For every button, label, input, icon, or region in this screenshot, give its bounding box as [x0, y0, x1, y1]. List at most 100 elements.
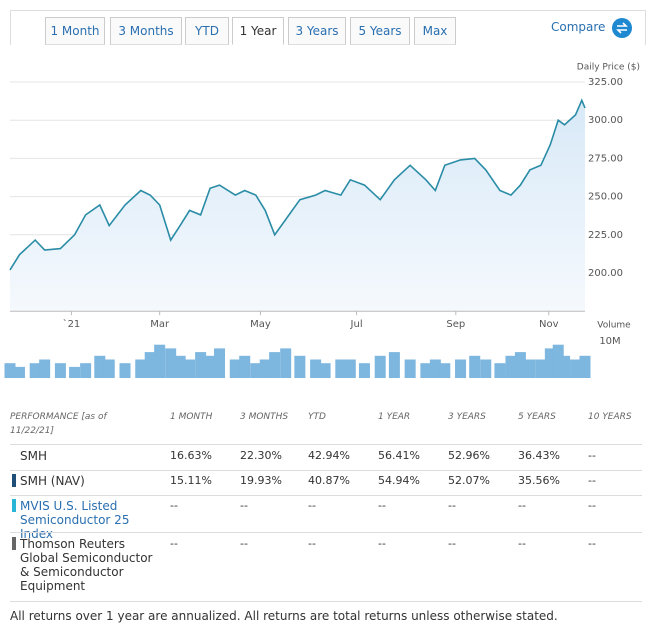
- table-cell: --: [588, 499, 596, 512]
- x-tick-label: Nov: [539, 319, 559, 330]
- series-marker: [12, 537, 16, 550]
- volume-bar: [229, 359, 241, 378]
- row-name[interactable]: MVIS U.S. Listed Semiconductor 25 Index: [20, 499, 130, 541]
- volume-bar: [204, 355, 216, 378]
- compare-icon[interactable]: [612, 18, 632, 38]
- footnote: All returns over 1 year are annualized. …: [10, 609, 558, 623]
- chart: Daily Price ($) Volume 200.00 225.00 250.0…: [4, 63, 640, 378]
- volume-bar: [69, 366, 81, 378]
- x-tick-label: `21: [63, 318, 81, 330]
- tab-bar: [10, 10, 646, 45]
- row-divider: [10, 601, 642, 602]
- volume-bar: [404, 359, 416, 378]
- y-tick-label: 300.00: [588, 115, 623, 126]
- compare-arrows: [616, 22, 628, 34]
- row-divider: [10, 495, 642, 496]
- table-cell: --: [448, 537, 456, 550]
- volume-bar: [239, 355, 251, 378]
- volume-bar: [103, 359, 115, 378]
- table-cell: 35.56%: [518, 474, 560, 487]
- volume-bar: [480, 359, 492, 378]
- row-name: SMH: [20, 449, 47, 463]
- row-name: Thomson Reuters Global Semiconductor & S…: [20, 537, 153, 593]
- volume-bar: [39, 359, 51, 378]
- volume-bar: [344, 359, 356, 378]
- table-cell: 56.41%: [378, 449, 420, 462]
- table-cell: --: [448, 499, 456, 512]
- table-cell: 19.93%: [240, 474, 282, 487]
- volume-bar: [195, 352, 207, 378]
- series-marker: [12, 474, 16, 487]
- table-cell: 15.11%: [170, 474, 212, 487]
- volume-bar: [250, 363, 262, 378]
- column-header: YTD: [308, 412, 326, 422]
- column-header: PERFORMANCE [as of 11/22/21]: [10, 412, 107, 436]
- table-cell: 16.63%: [170, 449, 212, 462]
- y-axis-label: Daily Price ($): [577, 63, 640, 73]
- volume-bar: [559, 355, 571, 378]
- table-cell: --: [308, 499, 316, 512]
- table-cell: --: [518, 537, 526, 550]
- volume-bar: [535, 359, 547, 378]
- volume-bar: [552, 344, 564, 378]
- volume-bar: [374, 355, 386, 378]
- volume-bar: [579, 355, 591, 378]
- volume-bar: [269, 352, 281, 378]
- x-tick-label: Mar: [150, 319, 170, 330]
- volume-bar: [144, 352, 156, 378]
- volume-bar: [429, 359, 441, 378]
- volume-bar: [294, 355, 306, 378]
- table-cell: --: [378, 537, 386, 550]
- column-header: 3 MONTHS: [240, 412, 289, 422]
- x-tick-label: May: [250, 319, 271, 330]
- column-header: 5 YEARS: [518, 412, 556, 422]
- compare-link[interactable]: Compare: [551, 20, 606, 34]
- tab[interactable]: 1 Year: [232, 17, 284, 45]
- table-cell: --: [588, 474, 596, 487]
- table-cell: --: [518, 499, 526, 512]
- volume-tick-label: 10M: [599, 336, 620, 347]
- volume-bar: [388, 352, 400, 378]
- tab[interactable]: 1 Month: [45, 17, 105, 45]
- volume-bar: [319, 363, 331, 378]
- volume-bar: [570, 359, 582, 378]
- volume-bar: [13, 366, 25, 378]
- volume-bar: [165, 348, 177, 378]
- tab[interactable]: Max: [414, 17, 456, 45]
- volume-bar: [310, 359, 322, 378]
- table-cell: --: [378, 499, 386, 512]
- table-cell: --: [588, 537, 596, 550]
- volume-bar: [335, 359, 347, 378]
- volume-bar: [54, 363, 66, 378]
- column-header: 10 YEARS: [588, 412, 632, 422]
- tab[interactable]: 5 Years: [350, 17, 410, 45]
- tab[interactable]: 3 Months: [110, 17, 182, 45]
- volume-bar: [420, 363, 432, 378]
- table-cell: 52.07%: [448, 474, 490, 487]
- table-cell: --: [170, 499, 178, 512]
- tab[interactable]: YTD: [185, 17, 229, 45]
- row-divider: [10, 532, 642, 533]
- price-line: [9, 98, 586, 271]
- table-cell: 52.96%: [448, 449, 490, 462]
- table-cell: --: [308, 537, 316, 550]
- table-cell: --: [170, 537, 178, 550]
- volume-bar: [544, 348, 556, 378]
- table-cell: 22.30%: [240, 449, 282, 462]
- volume-bar: [135, 359, 147, 378]
- y-tick-label: 325.00: [588, 77, 623, 88]
- table-cell: 40.87%: [308, 474, 350, 487]
- table-cell: 42.94%: [308, 449, 350, 462]
- volume-bar: [455, 359, 467, 378]
- column-header: 3 YEARS: [448, 412, 486, 422]
- table-cell: --: [240, 537, 248, 550]
- tab[interactable]: 3 Years: [288, 17, 346, 45]
- volume-label: Volume: [597, 321, 631, 331]
- volume-bar: [29, 363, 41, 378]
- price-area: [10, 100, 585, 312]
- series-marker: [12, 499, 16, 512]
- y-tick-label: 200.00: [588, 268, 623, 279]
- table-cell: --: [588, 449, 596, 462]
- x-tick-label: Jul: [350, 319, 363, 330]
